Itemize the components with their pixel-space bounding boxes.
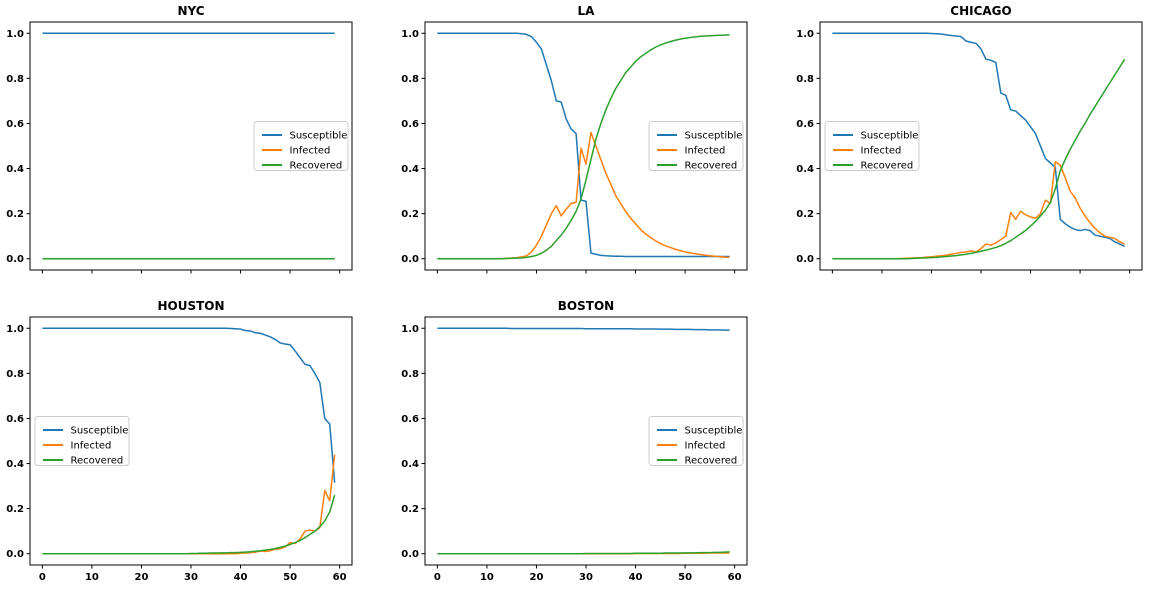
y-tick-label: 0.6 <box>796 119 814 130</box>
chart-title: LA <box>578 4 596 18</box>
y-tick-label: 0.6 <box>401 414 419 425</box>
plot-svg: NYC 0.0 0.2 0.4 0.6 0.8 1.0 Susceptible Infected… <box>6 4 353 274</box>
y-tick-label: 0.4 <box>796 164 814 175</box>
legend-box <box>648 416 744 466</box>
y-tick-label: 1.0 <box>6 324 24 335</box>
y-tick-label: 0.4 <box>401 459 419 470</box>
plot-svg: BOSTON 0 10 20 30 40 50 60 0.0 0.2 0.4 0.6 0.8 1.0 Sus… <box>401 299 748 583</box>
legend-label-infected: Infected <box>290 146 331 157</box>
y-tick-label: 0.2 <box>6 504 24 515</box>
y-tick-label: 0.4 <box>6 164 24 175</box>
legend-label-recovered: Recovered <box>861 161 914 172</box>
legend-label-susceptible: Susceptible <box>861 131 919 142</box>
legend-label-recovered: Recovered <box>685 161 738 172</box>
y-tick-label: 0.6 <box>6 119 24 130</box>
x-tick-label: 10 <box>480 572 494 583</box>
y-tick-label: 0.6 <box>401 119 419 130</box>
chart-title: NYC <box>177 4 204 18</box>
plot-svg: LA 0.0 0.2 0.4 0.6 0.8 1.0 Susceptible Infected R… <box>401 4 748 274</box>
legend-label-susceptible: Susceptible <box>71 426 129 437</box>
series-line-susceptible <box>832 32 1125 248</box>
legend-box <box>648 121 744 171</box>
chart-cell-la: LA 0.0 0.2 0.4 0.6 0.8 1.0 Susceptible Infected R… <box>395 0 755 295</box>
legend-box <box>253 121 349 171</box>
chart-cell-boston: BOSTON 0 10 20 30 40 50 60 0.0 0.2 0.4 0.6 0.8 1.0 Sus… <box>395 295 755 590</box>
series-line-susceptible <box>437 32 730 258</box>
y-tick-label: 1.0 <box>401 324 419 335</box>
y-tick-label: 0.6 <box>6 414 24 425</box>
x-tick-label: 10 <box>85 572 99 583</box>
legend-label-susceptible: Susceptible <box>685 426 743 437</box>
x-tick-label: 30 <box>579 572 593 583</box>
series-line-infected <box>832 161 1125 260</box>
y-tick-label: 0.8 <box>796 74 814 85</box>
legend-label-recovered: Recovered <box>71 456 124 467</box>
y-tick-label: 0.0 <box>401 549 419 560</box>
chart-cell-houston: HOUSTON 0 10 20 30 40 50 60 0.0 0.2 0.4 0.6 0.8 1.0 Su… <box>0 295 360 590</box>
chart-title: BOSTON <box>558 299 614 313</box>
y-tick-label: 1.0 <box>6 29 24 40</box>
chart-cell-chicago: CHICAGO 0.0 0.2 0.4 0.6 0.8 1.0 Susceptible Infe… <box>790 0 1150 295</box>
x-tick-label: 60 <box>728 572 742 583</box>
series-line-recovered <box>42 494 336 555</box>
x-tick-label: 20 <box>135 572 149 583</box>
y-tick-label: 0.8 <box>6 369 24 380</box>
x-tick-label: 30 <box>184 572 198 583</box>
legend-label-recovered: Recovered <box>685 456 738 467</box>
x-tick-label: 0 <box>39 572 46 583</box>
y-tick-label: 0.8 <box>6 74 24 85</box>
legend-label-infected: Infected <box>71 441 112 452</box>
chart-cell-nyc: NYC 0.0 0.2 0.4 0.6 0.8 1.0 Susceptible Infected… <box>0 0 360 295</box>
series-line-recovered <box>832 58 1126 260</box>
series-line-susceptible <box>42 327 336 483</box>
x-tick-label: 40 <box>629 572 643 583</box>
y-tick-label: 0.8 <box>401 74 419 85</box>
chart-title: HOUSTON <box>157 299 224 313</box>
legend-label-infected: Infected <box>861 146 902 157</box>
legend-label-infected: Infected <box>685 441 726 452</box>
y-tick-label: 0.0 <box>796 254 814 265</box>
x-tick-label: 50 <box>283 572 297 583</box>
y-tick-label: 0.2 <box>401 504 419 515</box>
legend-label-susceptible: Susceptible <box>290 131 348 142</box>
x-tick-label: 60 <box>333 572 347 583</box>
y-tick-label: 0.0 <box>6 549 24 560</box>
series-line-infected <box>42 454 336 555</box>
y-tick-label: 1.0 <box>796 29 814 40</box>
y-tick-label: 1.0 <box>401 29 419 40</box>
x-tick-label: 0 <box>434 572 441 583</box>
y-tick-label: 0.8 <box>401 369 419 380</box>
x-tick-label: 20 <box>530 572 544 583</box>
x-tick-label: 50 <box>678 572 692 583</box>
y-tick-label: 0.4 <box>401 164 419 175</box>
legend-label-recovered: Recovered <box>290 161 343 172</box>
series-line-recovered <box>437 34 730 260</box>
y-tick-label: 0.0 <box>401 254 419 265</box>
legend-box <box>824 121 920 171</box>
y-tick-label: 0.2 <box>796 209 814 220</box>
legend-label-susceptible: Susceptible <box>685 131 743 142</box>
x-tick-label: 40 <box>234 572 248 583</box>
y-tick-label: 0.2 <box>6 209 24 220</box>
series-line-susceptible <box>437 327 730 331</box>
y-tick-label: 0.2 <box>401 209 419 220</box>
y-tick-label: 0.0 <box>6 254 24 265</box>
chart-title: CHICAGO <box>950 4 1011 18</box>
y-tick-label: 0.4 <box>6 459 24 470</box>
plot-svg: CHICAGO 0.0 0.2 0.4 0.6 0.8 1.0 Susceptible Infe… <box>796 4 1143 274</box>
plot-svg: HOUSTON 0 10 20 30 40 50 60 0.0 0.2 0.4 0.6 0.8 1.0 Su… <box>6 299 353 583</box>
series-line-recovered <box>437 551 730 555</box>
legend-box <box>34 416 130 466</box>
legend-label-infected: Infected <box>685 146 726 157</box>
